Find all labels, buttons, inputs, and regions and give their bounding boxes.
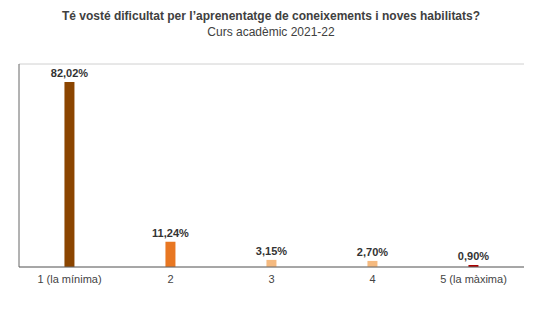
- svg-text:2,70%: 2,70%: [357, 246, 388, 258]
- svg-text:5 (la màxima): 5 (la màxima): [440, 273, 507, 285]
- svg-text:4: 4: [369, 273, 375, 285]
- svg-text:1 (la mínima): 1 (la mínima): [37, 273, 101, 285]
- svg-text:3,15%: 3,15%: [256, 245, 287, 257]
- svg-text:11,24%: 11,24%: [152, 227, 189, 239]
- svg-text:3: 3: [268, 273, 274, 285]
- svg-text:0,90%: 0,90%: [458, 250, 489, 262]
- svg-text:82,02%: 82,02%: [51, 67, 89, 79]
- html-text:Curs acadèmic 2021-22: Curs acadèmic 2021-22: [207, 25, 335, 39]
- svg-text:2: 2: [167, 273, 173, 285]
- html-text:Té vosté dificultat per l’apre: Té vosté dificultat per l’aprenentatge d…: [61, 9, 480, 23]
